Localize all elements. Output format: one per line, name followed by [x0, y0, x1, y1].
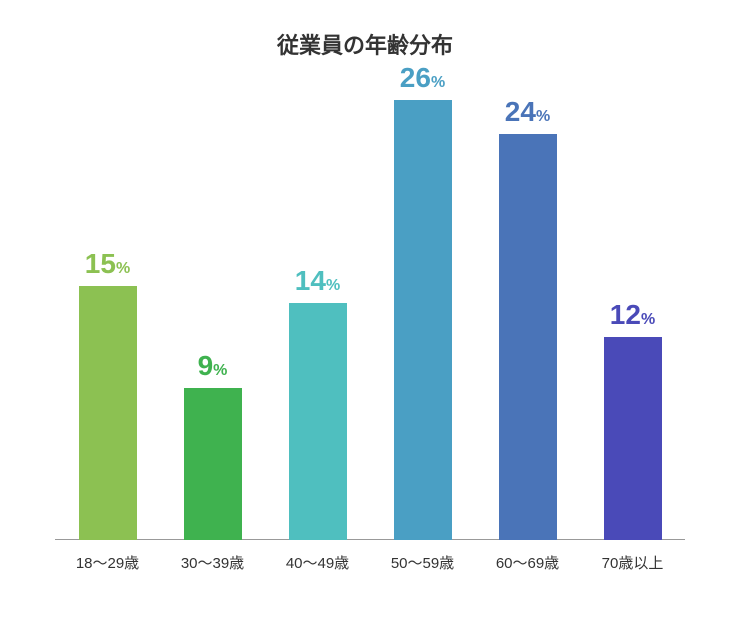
- bar-slot: 14% 40～49歳: [289, 100, 347, 540]
- chart-title: 従業員の年齢分布: [0, 28, 730, 60]
- chart-plot-area: 15% 18～29歳 9% 30～39歳 14% 40～49歳 26% 50～5…: [55, 100, 685, 540]
- bar-value-number: 9: [198, 350, 214, 381]
- bar: [79, 286, 137, 540]
- bar: [499, 134, 557, 540]
- bar-value-unit: %: [431, 74, 445, 91]
- bar-value-number: 24: [505, 96, 536, 127]
- bar-x-label: 40～49歳: [260, 552, 376, 573]
- bar-x-label: 30～39歳: [155, 552, 271, 573]
- bar-slot: 12% 70歳以上: [604, 100, 662, 540]
- bar: [289, 303, 347, 540]
- chart-baseline: [55, 539, 685, 540]
- bar-value-label: 9%: [172, 350, 253, 382]
- bar-slot: 9% 30～39歳: [184, 100, 242, 540]
- bar-value-label: 15%: [67, 248, 148, 280]
- bar-slot: 26% 50～59歳: [394, 100, 452, 540]
- bar-x-label: 60～69歳: [470, 552, 586, 573]
- bar: [394, 100, 452, 540]
- bar-value-unit: %: [641, 311, 655, 328]
- bar-x-label: 18～29歳: [50, 552, 166, 573]
- bar-value-label: 26%: [382, 62, 463, 94]
- bar-value-label: 14%: [277, 265, 358, 297]
- bar: [604, 337, 662, 540]
- bar-value-number: 12: [610, 299, 641, 330]
- bar-value-label: 12%: [592, 299, 673, 331]
- bar-value-unit: %: [213, 362, 227, 379]
- bar: [184, 388, 242, 540]
- bar-x-label: 50～59歳: [365, 552, 481, 573]
- bar-x-label: 70歳以上: [575, 552, 691, 573]
- bar-value-number: 26: [400, 62, 431, 93]
- bar-value-unit: %: [536, 108, 550, 125]
- bar-slot: 24% 60～69歳: [499, 100, 557, 540]
- bar-value-unit: %: [326, 277, 340, 294]
- bar-value-number: 15: [85, 248, 116, 279]
- bar-value-number: 14: [295, 265, 326, 296]
- age-distribution-chart: 従業員の年齢分布 15% 18～29歳 9% 30～39歳 14% 40～49歳: [0, 0, 730, 620]
- bar-value-label: 24%: [487, 96, 568, 128]
- bar-slot: 15% 18～29歳: [79, 100, 137, 540]
- bar-value-unit: %: [116, 260, 130, 277]
